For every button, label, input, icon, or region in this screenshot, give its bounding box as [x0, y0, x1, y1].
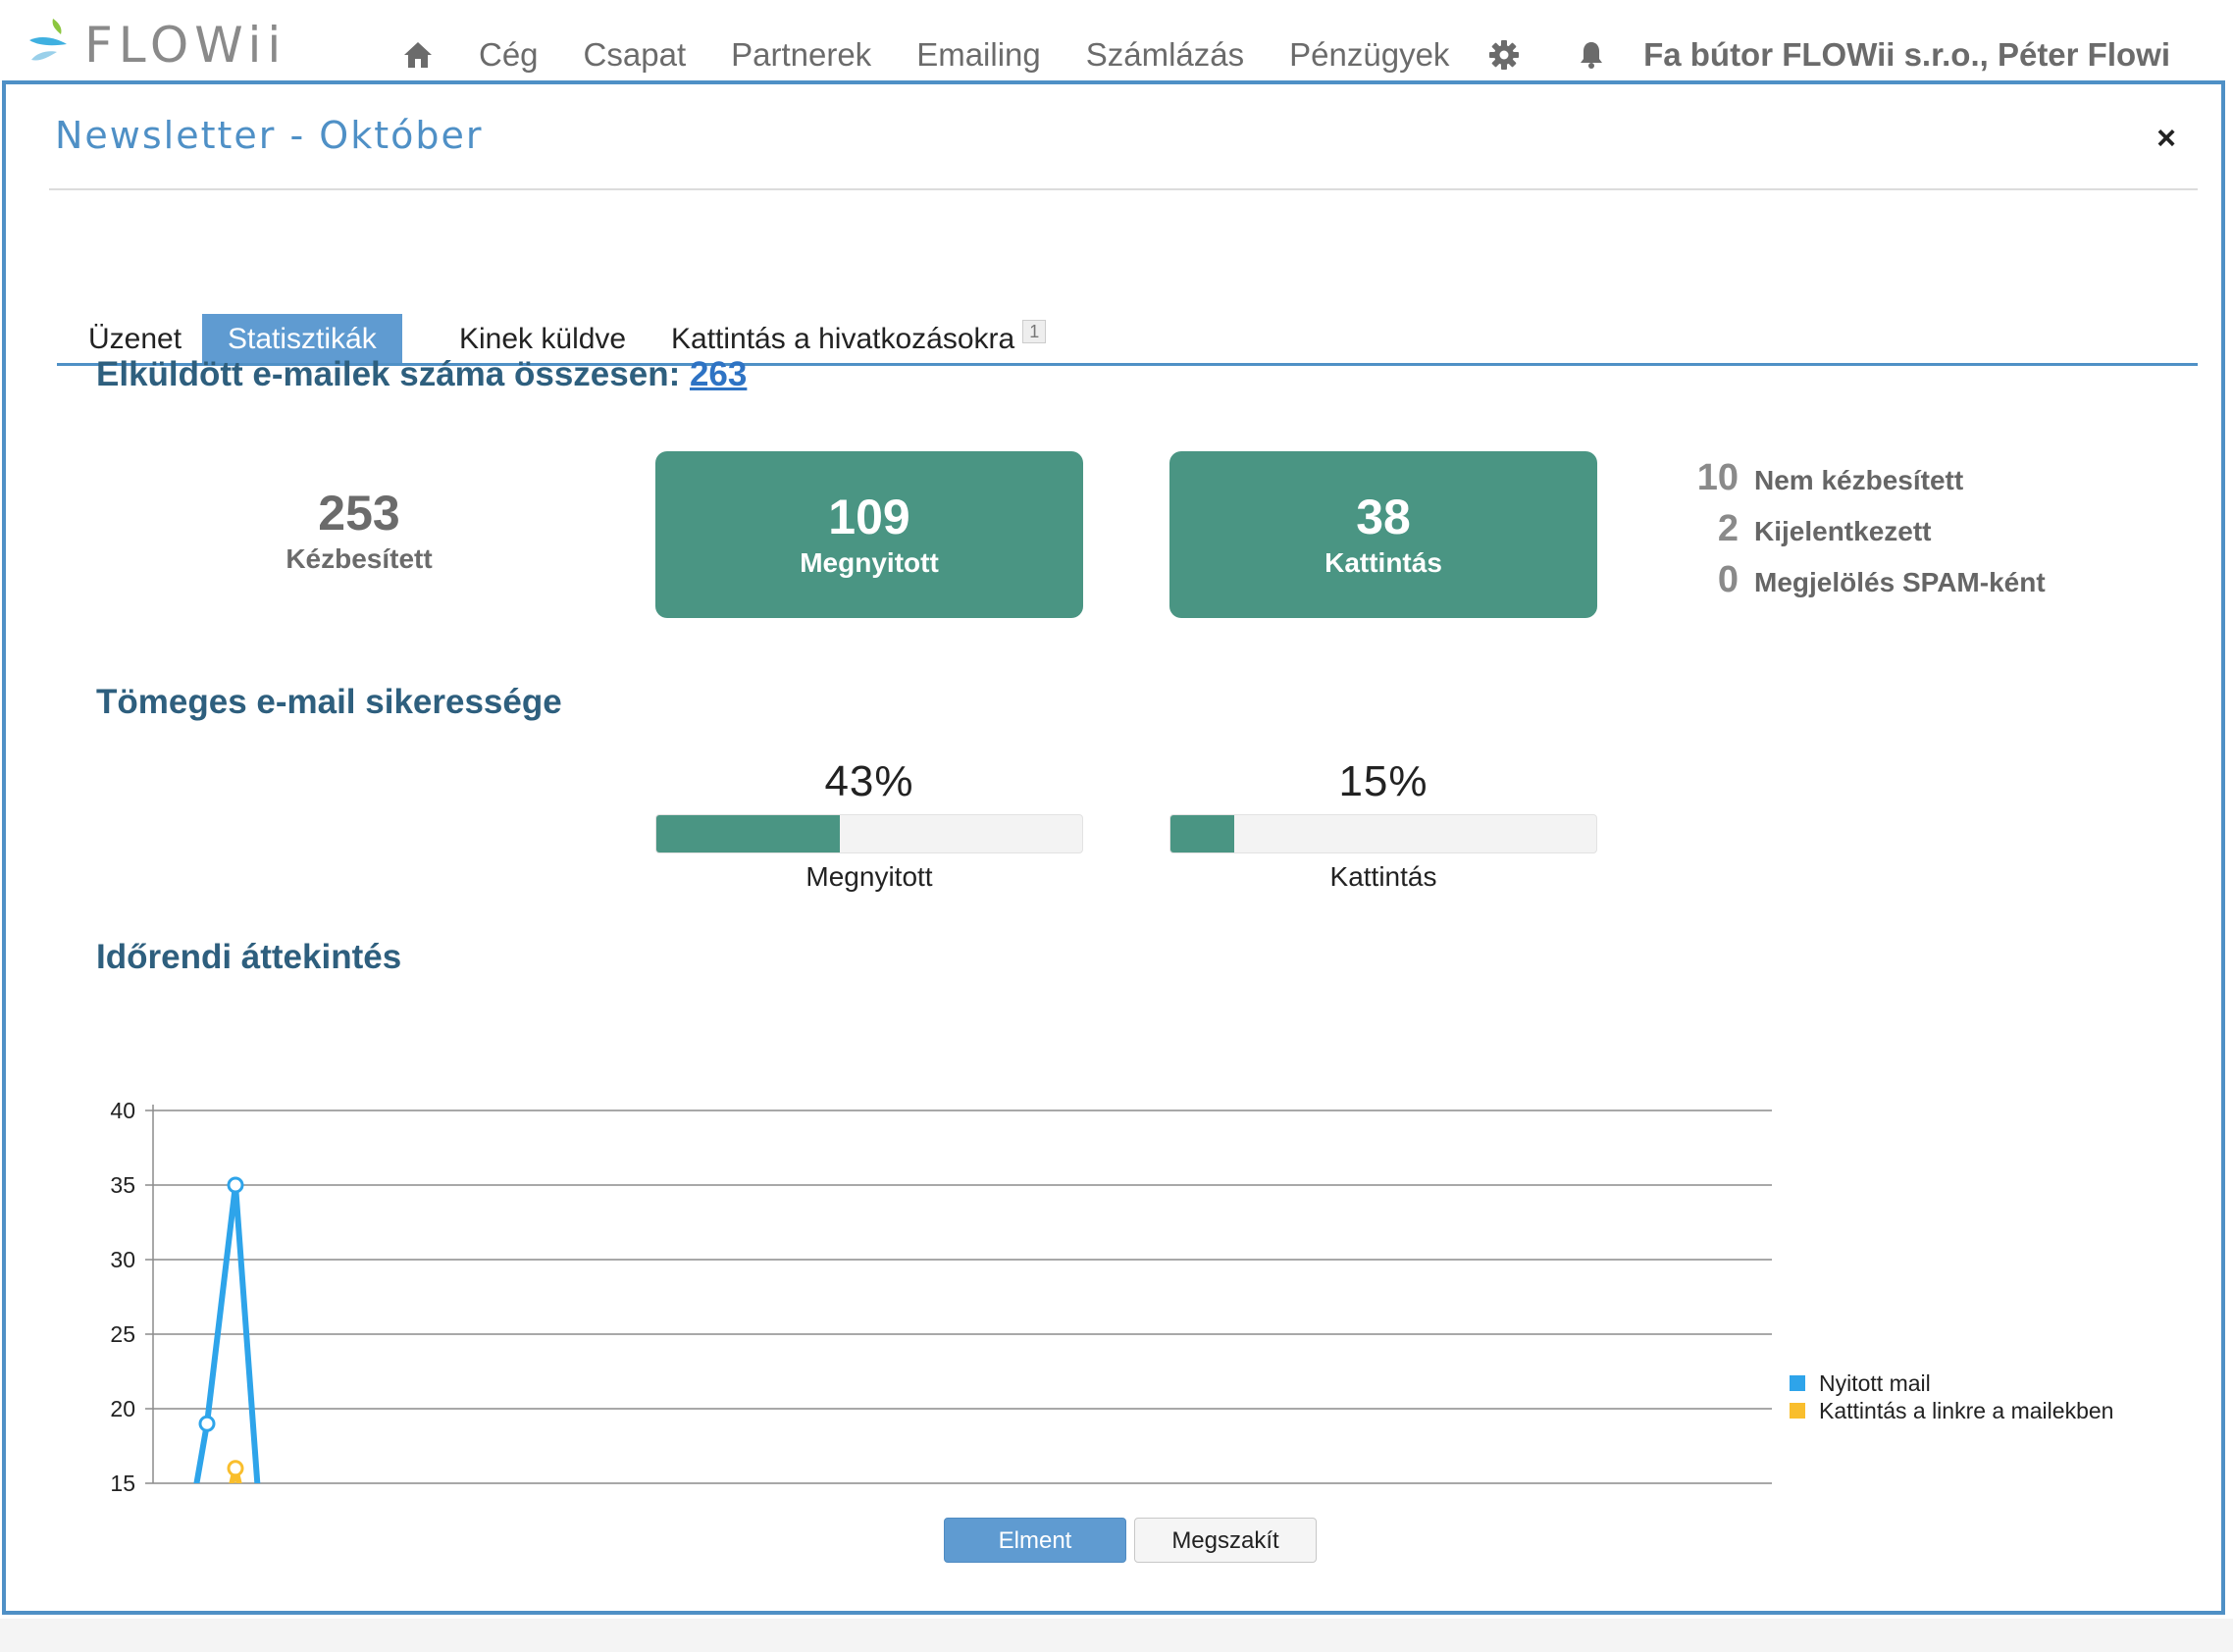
legend-swatch-yellow	[1790, 1403, 1805, 1419]
y-tick-label: 35	[110, 1172, 135, 1198]
y-tick-label: 30	[110, 1247, 135, 1272]
tab-underline	[57, 363, 2198, 366]
open-rate-progress: 43% Megnyitott	[655, 757, 1083, 893]
tab-uzenet[interactable]: Üzenet	[88, 323, 182, 355]
sent-total-link[interactable]: 263	[689, 355, 748, 393]
data-point[interactable]	[198, 1415, 216, 1432]
spam-label: Megjelölés SPAM-ként	[1754, 567, 2046, 597]
unsubscribed-label: Kijelentkezett	[1754, 516, 1932, 546]
tab-label: Kattintás a hivatkozásokra	[671, 323, 1015, 355]
clicked-count: 38	[1356, 490, 1411, 544]
top-navigation: FLOWii Cég Csapat Partnerek Emailing Szá…	[0, 0, 2233, 80]
clicked-label: Kattintás	[1324, 547, 1442, 578]
nav-link-partnerek[interactable]: Partnerek	[731, 36, 872, 73]
series-group	[193, 1176, 261, 1483]
sent-total-heading: Elküldött e-mailek száma összesen: 263	[96, 355, 747, 394]
opened-count: 109	[828, 490, 910, 544]
series-line-opened	[193, 1182, 261, 1483]
cancel-button[interactable]: Megszakít	[1134, 1518, 1317, 1563]
sent-total-label: Elküldött e-mailek száma összesen:	[96, 355, 681, 393]
user-company-name[interactable]: Fa bútor FLOWii s.r.o., Péter Flowi	[1643, 36, 2170, 73]
legend-swatch-blue	[1790, 1375, 1805, 1391]
legend-label: Kattintás a linkre a mailekben	[1819, 1397, 2114, 1423]
modal-title: Newsletter - Október	[55, 114, 484, 157]
delivered-label: Kézbesített	[286, 543, 433, 574]
secondary-stats: 10 Nem kézbesített 2 Kijelentkezett 0 Me…	[1680, 457, 2046, 610]
data-point[interactable]	[227, 1460, 244, 1477]
tab-bar: Üzenet Statisztikák Kinek küldve Kattint…	[57, 232, 2198, 366]
y-tick-label: 25	[110, 1321, 135, 1347]
opened-label: Megnyitott	[800, 547, 939, 578]
nav-link-emailing[interactable]: Emailing	[916, 36, 1041, 73]
y-tick-label: 40	[110, 1098, 135, 1123]
click-rate-progress: 15% Kattintás	[1169, 757, 1597, 893]
timeline-chart: 40 35 30 25 20 15	[110, 1098, 1772, 1496]
y-tick-label: 15	[110, 1471, 135, 1496]
series-group	[227, 1460, 244, 1483]
not-delivered-count: 10	[1696, 457, 1739, 498]
clicked-stat-box[interactable]: 38 Kattintás	[1169, 451, 1597, 618]
nav-link-ceg[interactable]: Cég	[479, 36, 539, 73]
close-icon[interactable]: ×	[2156, 120, 2176, 157]
nav-link-csapat[interactable]: Csapat	[583, 36, 687, 73]
tab-statisztikak[interactable]: Statisztikák	[202, 314, 402, 365]
click-rate-fill	[1170, 815, 1235, 852]
save-button[interactable]: Elment	[944, 1518, 1126, 1563]
success-heading: Tömeges e-mail sikeressége	[96, 683, 562, 721]
flowii-logo[interactable]: FLOWii	[24, 14, 286, 77]
logo-drop-icon	[29, 19, 67, 61]
open-rate-bar	[655, 814, 1083, 853]
newsletter-modal: Newsletter - Október × Üzenet Statisztik…	[2, 80, 2225, 1615]
open-rate-label: Megnyitott	[805, 861, 933, 892]
tab-kattintas-hivatkozasokra[interactable]: Kattintás a hivatkozásokra 1	[646, 314, 1071, 365]
y-tick-label: 20	[110, 1396, 135, 1421]
bell-icon[interactable]	[1579, 38, 1608, 72]
data-point[interactable]	[227, 1176, 244, 1194]
not-delivered-label: Nem kézbesített	[1754, 465, 1964, 495]
header-divider	[49, 188, 2198, 190]
click-rate-bar	[1169, 814, 1597, 853]
unsubscribed-count: 2	[1717, 508, 1739, 549]
click-rate-percent: 15%	[1338, 757, 1428, 805]
tab-count-badge: 1	[1022, 320, 1047, 343]
delivered-stat: 253 Kézbesített	[143, 485, 575, 575]
background-page	[0, 1619, 2233, 1652]
nav-link-szamlazas[interactable]: Számlázás	[1085, 36, 1245, 73]
side-stat-row: 10 Nem kézbesített	[1680, 457, 2046, 508]
gear-icon[interactable]	[1488, 37, 1524, 73]
legend-label: Nyitott mail	[1819, 1369, 1931, 1396]
tab-kinek-kuldve[interactable]: Kinek küldve	[434, 314, 651, 365]
nav-link-penzugyek[interactable]: Pénzügyek	[1289, 36, 1450, 73]
chart-legend: Nyitott mail Kattintás a linkre a mailek…	[1790, 1369, 2113, 1424]
delivered-count: 253	[318, 486, 400, 541]
opened-stat-box[interactable]: 109 Megnyitott	[655, 451, 1083, 618]
main-menu: Cég Csapat Partnerek Emailing Számlázás …	[402, 0, 1524, 110]
timeline-heading: Időrendi áttekintés	[96, 938, 402, 976]
spam-count: 0	[1717, 559, 1739, 600]
side-stat-row: 2 Kijelentkezett	[1680, 508, 2046, 559]
legend-item-opened[interactable]: Nyitott mail	[1790, 1369, 2113, 1397]
side-stat-row: 0 Megjelölés SPAM-ként	[1680, 559, 2046, 610]
click-rate-label: Kattintás	[1329, 861, 1437, 892]
logo-text: FLOWii	[84, 17, 287, 74]
legend-item-clicked[interactable]: Kattintás a linkre a mailekben	[1790, 1397, 2113, 1424]
open-rate-percent: 43%	[824, 757, 914, 805]
series-line-clicked	[229, 1465, 242, 1483]
open-rate-fill	[656, 815, 840, 852]
home-icon[interactable]	[402, 37, 438, 73]
tab-kinek-kuldve-label: Kinek küldve	[459, 323, 627, 355]
user-area: Fa bútor FLOWii s.r.o., Péter Flowi	[1579, 0, 2170, 110]
